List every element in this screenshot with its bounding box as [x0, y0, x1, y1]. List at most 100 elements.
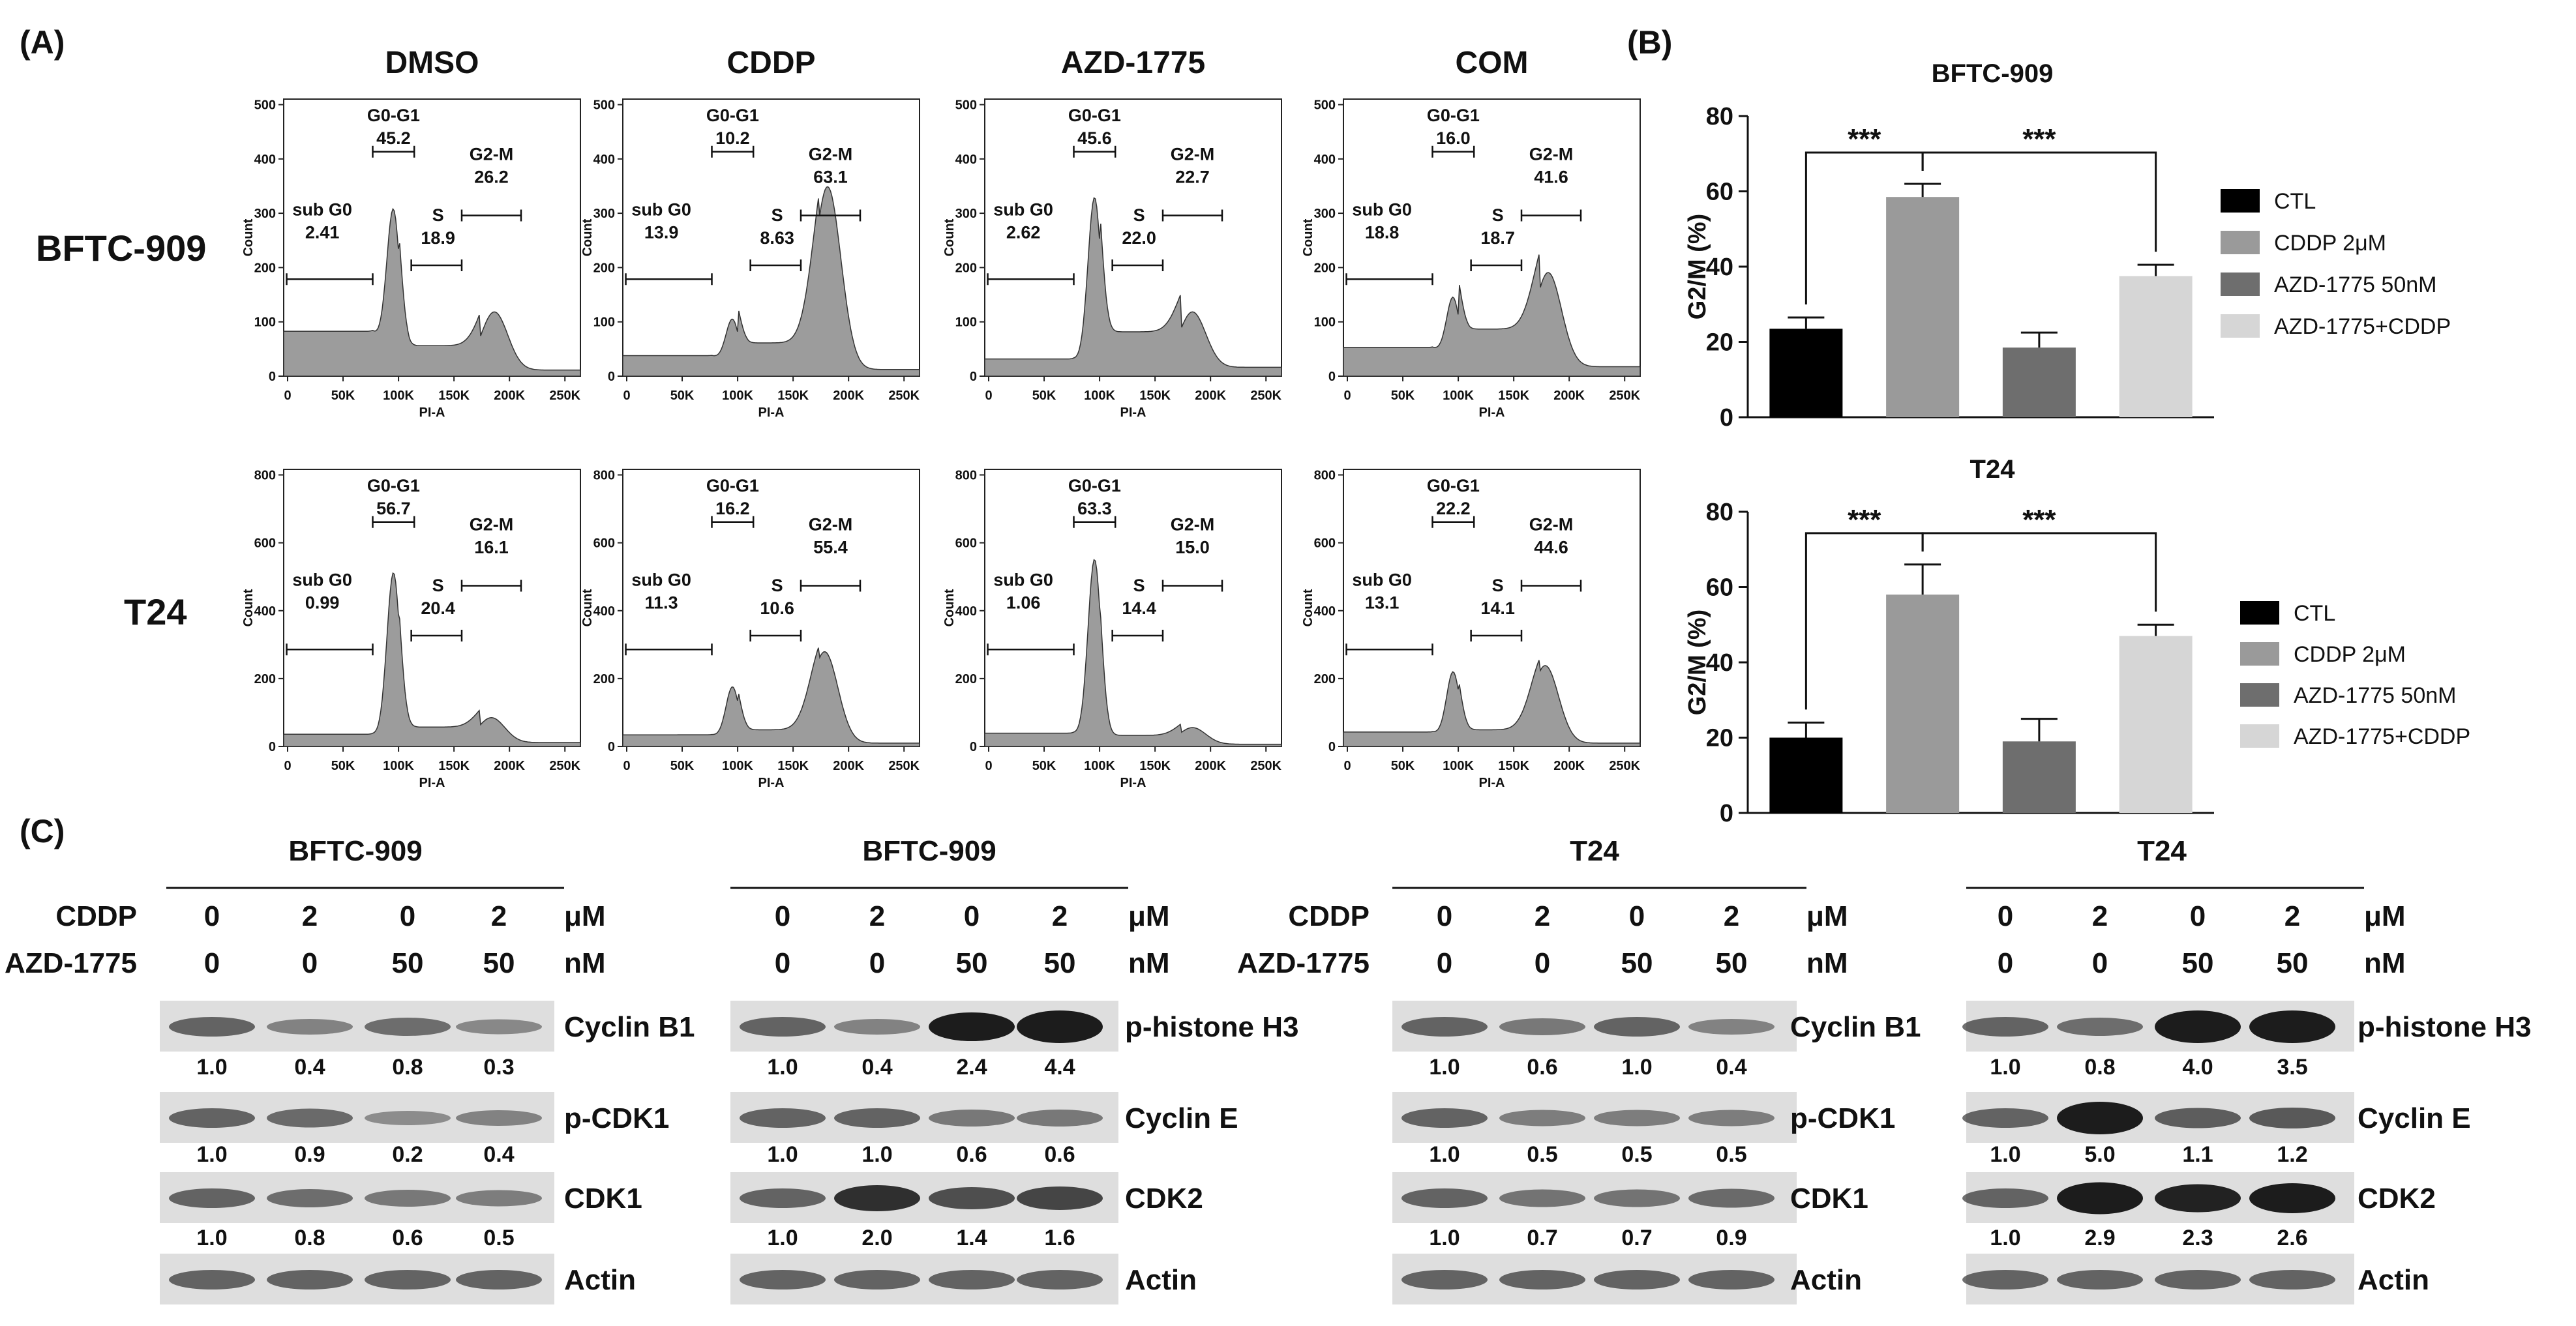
gate-percentage: 15.0 [1175, 538, 1210, 557]
y-tick-label: 200 [1314, 672, 1336, 686]
gate-name: G2-M [1171, 515, 1215, 535]
protein-band [1688, 1270, 1775, 1289]
flow-histogram-panel: 0 200 400 600 800 0 50K 100K 150K 200K 250K PI-A Cou… [942, 469, 1282, 790]
band-quantification: 0.6 [392, 1226, 423, 1250]
y-tick-label: 800 [593, 469, 615, 483]
y-tick-label: 200 [254, 261, 276, 275]
protein-band [2155, 1184, 2241, 1213]
band-quantification: 0.7 [1527, 1226, 1557, 1250]
gate-name: sub G0 [1352, 200, 1412, 220]
protein-band [929, 1110, 1015, 1127]
protein-band [2249, 1010, 2335, 1043]
band-quantification: 0.7 [1621, 1226, 1652, 1250]
unit-nm: nM [564, 947, 606, 979]
gate-percentage: 16.1 [474, 538, 509, 557]
flow-column-title: COM [1456, 46, 1529, 80]
gate-percentage: 22.7 [1175, 168, 1210, 187]
gate-name: G0-G1 [1068, 106, 1121, 125]
gate-name: sub G0 [993, 570, 1053, 590]
band-quantification: 0.5 [1716, 1142, 1746, 1167]
x-tick-label: 150K [1139, 759, 1171, 773]
cddp-row-label: CDDP [1288, 900, 1370, 932]
x-tick-label: 250K [1609, 759, 1640, 773]
y-tick-label: 100 [254, 316, 276, 330]
band-quantification: 2.0 [861, 1226, 892, 1250]
gate-percentage: 13.9 [644, 223, 679, 243]
gate-name: G0-G1 [706, 476, 759, 495]
protein-band [2249, 1108, 2335, 1128]
x-tick-label: 200K [1195, 759, 1226, 773]
protein-band [169, 1108, 255, 1128]
legend-swatch [2240, 683, 2279, 707]
protein-band [267, 1270, 353, 1289]
band-quantification: 0.4 [483, 1142, 514, 1167]
protein-band [740, 1270, 826, 1289]
protein-band [365, 1270, 451, 1289]
flow-histogram-panel: 0 200 400 600 800 0 50K 100K 150K 200K 250K PI-A Cou… [1301, 469, 1641, 790]
legend-swatch [2221, 231, 2260, 254]
protein-band [2249, 1183, 2335, 1213]
x-axis-label: PI-A [758, 776, 785, 790]
band-quantification: 1.0 [196, 1142, 227, 1167]
cddp-row-label: CDDP [55, 900, 137, 932]
band-quantification: 0.4 [294, 1055, 325, 1080]
protein-label: CDK1 [1790, 1183, 1868, 1215]
y-tick-label: 500 [593, 98, 615, 113]
y-tick-label: 500 [955, 98, 977, 113]
band-quantification: 1.0 [196, 1226, 227, 1250]
x-tick-label: 150K [1498, 389, 1529, 403]
blot-cell-line-title: BFTC-909 [288, 835, 422, 867]
western-blot-group: T24 0 0 2 0 0 50 2 50 μM nM p-histone H3 1.0 0.8 4.0 3.… [1962, 835, 2531, 1304]
y-tick-label: 400 [1314, 604, 1336, 619]
y-tick-label: 200 [955, 672, 977, 686]
band-quantification: 0.6 [1044, 1142, 1075, 1167]
significance-marker: *** [2022, 123, 2056, 155]
protein-band [267, 1108, 353, 1128]
protein-band [169, 1188, 255, 1208]
y-axis-label: Count [1301, 589, 1315, 626]
gate-name: S [432, 576, 444, 595]
x-tick-label: 150K [1498, 759, 1529, 773]
significance-marker: *** [2022, 504, 2056, 536]
x-tick-label: 150K [1139, 389, 1171, 403]
protein-label: Actin [2358, 1264, 2429, 1296]
protein-label: CDK2 [2358, 1183, 2436, 1215]
unit-nm: nM [2364, 947, 2406, 979]
protein-band [1962, 1017, 2048, 1037]
x-tick-label: 50K [331, 759, 355, 773]
protein-band [267, 1189, 353, 1207]
flow-histogram-panel: 0 200 400 600 800 0 50K 100K 150K 200K 250K PI-A Cou… [580, 469, 920, 790]
band-quantification: 0.8 [392, 1055, 423, 1080]
x-tick-label: 100K [1443, 389, 1474, 403]
dna-content-histogram [283, 207, 581, 377]
legend-label: AZD-1775+CDDP [2274, 314, 2451, 339]
flow-column-title: DMSO [385, 46, 479, 80]
protein-band [2057, 1182, 2143, 1215]
bar [1769, 737, 1843, 813]
x-tick-label: 200K [1195, 389, 1226, 403]
significance-bracket [1921, 151, 2157, 252]
y-tick-label: 200 [593, 261, 615, 275]
western-blot-group: BFTC-909 0 0 2 0 0 50 2 50 μM nM CDDP AZD-1775 Cyclin… [5, 835, 695, 1304]
flow-column-title: CDDP [726, 46, 815, 80]
y-axis-label: G2/M (%) [1684, 610, 1711, 716]
y-tick-label: 800 [1314, 469, 1336, 483]
azd-dose: 0 [869, 947, 885, 979]
protein-band [1017, 1110, 1103, 1127]
cddp-dose: 2 [1724, 900, 1739, 932]
legend-label: CTL [2274, 189, 2316, 214]
y-tick-label: 60 [1706, 574, 1733, 602]
x-axis-label: PI-A [1479, 405, 1505, 420]
gate-name: S [1492, 205, 1504, 225]
bar-chart: T24 0 20 40 60 80 G2/M (%) *** *** CTL CDDP 2μM AZD… [1684, 455, 2470, 827]
azd-dose: 50 [2277, 947, 2309, 979]
y-axis-label: Count [580, 589, 595, 626]
cddp-dose: 2 [2284, 900, 2300, 932]
y-tick-label: 0 [970, 740, 977, 754]
protein-label: Cyclin B1 [1790, 1011, 1921, 1043]
gate-name: S [1133, 576, 1145, 595]
flow-histogram-panel: 0 100 200 300 400 500 0 50K 100K 150K 200K 250K PI-A… [241, 98, 581, 420]
protein-label: Cyclin E [1125, 1102, 1238, 1134]
gate-percentage: 1.06 [1006, 593, 1041, 613]
protein-label: CDK2 [1125, 1183, 1203, 1215]
